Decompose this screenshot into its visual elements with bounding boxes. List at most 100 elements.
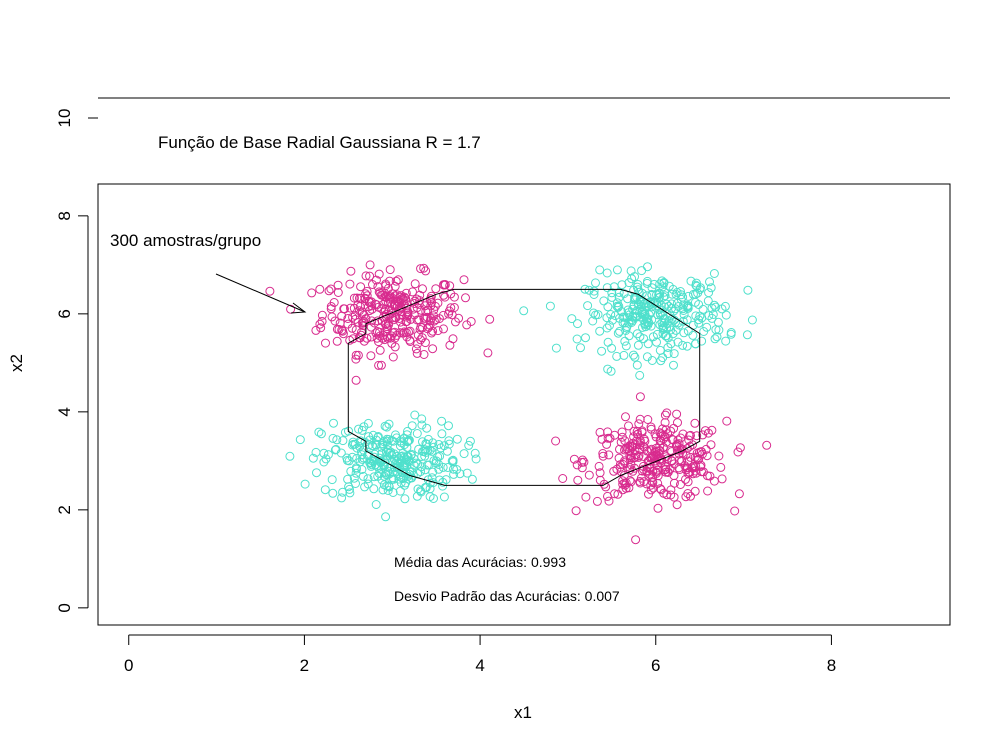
samples-label: 300 amostras/grupo — [110, 231, 261, 250]
data-point — [628, 304, 638, 314]
data-point — [581, 492, 591, 502]
data-point — [716, 462, 726, 472]
data-point — [707, 303, 717, 313]
data-point — [371, 435, 381, 445]
data-point — [385, 265, 395, 275]
data-point — [436, 443, 446, 453]
data-point — [346, 466, 356, 476]
data-point — [607, 288, 617, 298]
data-point — [360, 437, 370, 447]
data-point — [666, 426, 676, 436]
data-point — [599, 296, 609, 306]
data-point — [620, 336, 630, 346]
data-point — [383, 466, 393, 476]
data-point — [595, 265, 605, 275]
data-point — [648, 332, 658, 342]
data-point — [661, 467, 671, 477]
data-point — [419, 350, 429, 359]
data-point — [703, 296, 713, 306]
data-point — [603, 302, 613, 312]
data-point — [402, 312, 412, 322]
data-point — [393, 296, 403, 306]
data-point — [384, 481, 394, 491]
data-point — [602, 323, 612, 333]
data-point — [678, 292, 688, 302]
data-point — [316, 429, 326, 439]
data-point — [330, 445, 340, 455]
data-point — [338, 436, 348, 446]
data-point — [365, 306, 375, 316]
data-point — [428, 478, 438, 488]
data-point — [351, 350, 361, 360]
data-point — [519, 306, 529, 316]
data-point — [698, 430, 708, 440]
data-point — [393, 275, 403, 285]
data-point — [603, 433, 613, 443]
data-point — [614, 292, 624, 302]
data-point — [400, 494, 410, 504]
data-point — [635, 392, 645, 402]
data-point — [410, 410, 420, 420]
samples-arrow — [215, 273, 306, 313]
data-point — [625, 454, 635, 464]
data-point — [669, 306, 679, 316]
data-point — [434, 464, 444, 474]
data-point — [646, 422, 656, 432]
data-point — [678, 429, 688, 439]
data-point — [613, 328, 623, 338]
data-point — [640, 312, 650, 321]
data-point — [345, 484, 354, 494]
data-point — [382, 331, 392, 341]
data-point — [687, 463, 697, 473]
data-point — [369, 484, 379, 494]
data-point — [647, 452, 657, 462]
data-point — [678, 316, 688, 326]
data-point — [584, 470, 594, 480]
data-point — [378, 300, 388, 309]
data-point — [698, 304, 708, 314]
data-point — [413, 484, 423, 494]
data-point — [401, 478, 411, 488]
data-point — [682, 341, 692, 351]
data-point — [626, 451, 636, 461]
data-point — [613, 489, 623, 499]
data-point — [572, 460, 582, 470]
data-point — [661, 462, 671, 472]
data-point — [682, 315, 692, 325]
data-point — [626, 477, 636, 487]
data-point — [326, 304, 336, 314]
data-point — [691, 468, 701, 478]
data-point — [620, 445, 629, 455]
data-point — [667, 456, 677, 466]
data-point — [407, 473, 417, 483]
data-point — [371, 328, 381, 338]
data-point — [604, 450, 614, 460]
data-point — [635, 414, 645, 424]
data-point — [376, 442, 386, 452]
data-point — [671, 289, 681, 299]
data-point — [348, 437, 358, 447]
data-point — [485, 314, 495, 324]
data-point — [707, 313, 717, 323]
data-point — [621, 444, 631, 454]
data-point — [351, 464, 361, 474]
data-point — [646, 321, 656, 331]
data-point — [384, 306, 394, 316]
data-point — [332, 336, 342, 346]
data-point — [413, 459, 423, 469]
data-point — [709, 300, 719, 310]
data-point — [663, 429, 673, 439]
data-point — [447, 456, 457, 466]
y-tick-label: 6 — [55, 309, 74, 318]
data-point — [333, 288, 343, 297]
data-point — [416, 264, 426, 274]
data-point — [370, 460, 380, 470]
data-point — [307, 288, 317, 298]
data-point — [421, 266, 431, 276]
data-point — [420, 451, 430, 461]
data-point — [408, 287, 417, 297]
data-point — [418, 437, 427, 447]
data-point — [676, 287, 685, 296]
data-point — [449, 469, 459, 479]
data-point — [415, 296, 425, 305]
